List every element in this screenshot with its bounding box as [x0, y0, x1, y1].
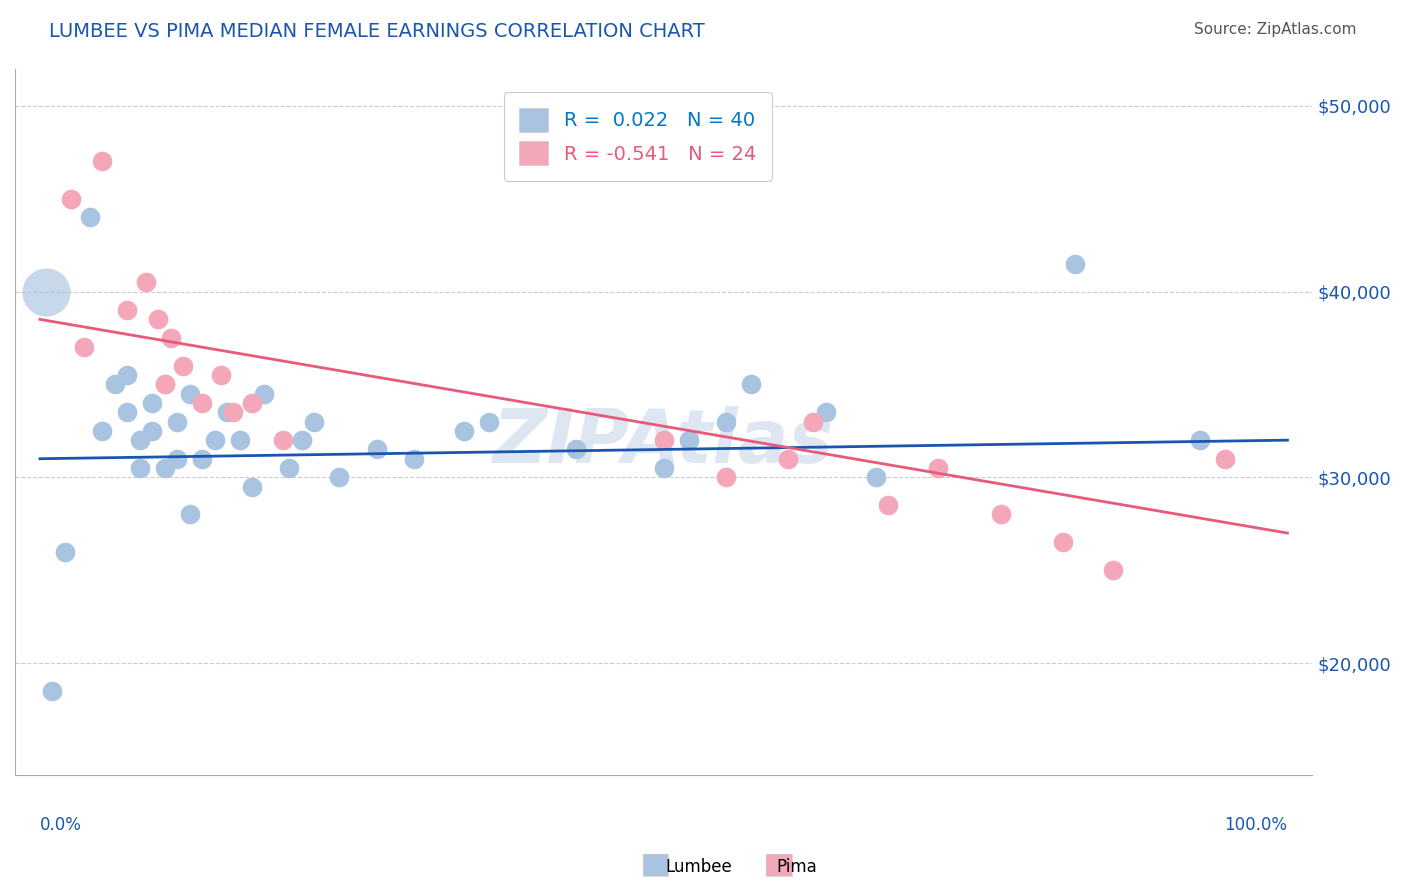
Point [740, 377, 762, 392]
Point [209, 368, 232, 383]
Point [714, 415, 737, 429]
Point [453, 424, 475, 438]
Point [240, 480, 263, 494]
Point [217, 405, 239, 419]
Point [652, 461, 675, 475]
Point [877, 498, 900, 512]
Point [153, 461, 176, 475]
Point [191, 451, 214, 466]
Text: Pima: Pima [778, 858, 817, 876]
Point [117, 303, 139, 318]
Point [104, 377, 127, 392]
Point [35, 285, 58, 299]
Point [1189, 433, 1212, 447]
Point [652, 433, 675, 447]
Point [271, 433, 294, 447]
Point [60, 192, 83, 206]
Text: 100.0%: 100.0% [1225, 815, 1288, 833]
Point [278, 461, 301, 475]
Point [141, 396, 163, 410]
Point [404, 451, 426, 466]
Text: 0.0%: 0.0% [39, 815, 82, 833]
Point [990, 508, 1012, 522]
Point [328, 470, 350, 484]
Point [166, 415, 188, 429]
Point [191, 396, 214, 410]
Point [565, 442, 588, 457]
Point [204, 433, 226, 447]
Point [478, 415, 501, 429]
Point [53, 544, 76, 558]
Point [803, 415, 825, 429]
Point [72, 340, 94, 354]
Point [79, 210, 101, 224]
Point [1064, 257, 1087, 271]
Point [1101, 563, 1123, 577]
Point [41, 684, 63, 698]
Text: Source: ZipAtlas.com: Source: ZipAtlas.com [1194, 22, 1357, 37]
Point [148, 312, 170, 326]
Point [91, 424, 114, 438]
Point [117, 368, 139, 383]
Point [304, 415, 326, 429]
Point [172, 359, 194, 373]
Point [160, 331, 183, 345]
Text: LUMBEE VS PIMA MEDIAN FEMALE EARNINGS CORRELATION CHART: LUMBEE VS PIMA MEDIAN FEMALE EARNINGS CO… [49, 22, 704, 41]
Legend: R =  0.022   N = 40, R = -0.541   N = 24: R = 0.022 N = 40, R = -0.541 N = 24 [503, 93, 772, 181]
Point [179, 508, 201, 522]
Point [166, 451, 188, 466]
Point [128, 433, 150, 447]
Point [778, 451, 800, 466]
Point [814, 405, 837, 419]
Point [927, 461, 949, 475]
Point [179, 386, 201, 401]
Text: ZIPAtlas: ZIPAtlas [494, 406, 834, 479]
Point [714, 470, 737, 484]
Point [678, 433, 700, 447]
Point [222, 405, 245, 419]
Point [128, 461, 150, 475]
Point [1213, 451, 1236, 466]
Point [153, 377, 176, 392]
Point [228, 433, 250, 447]
Point [253, 386, 276, 401]
Point [865, 470, 887, 484]
Point [291, 433, 314, 447]
Point [240, 396, 263, 410]
Point [366, 442, 388, 457]
Point [117, 405, 139, 419]
Point [153, 377, 176, 392]
Point [141, 424, 163, 438]
Point [91, 154, 114, 169]
Point [1052, 535, 1074, 549]
Point [135, 275, 157, 289]
Text: Lumbee: Lumbee [665, 858, 733, 876]
